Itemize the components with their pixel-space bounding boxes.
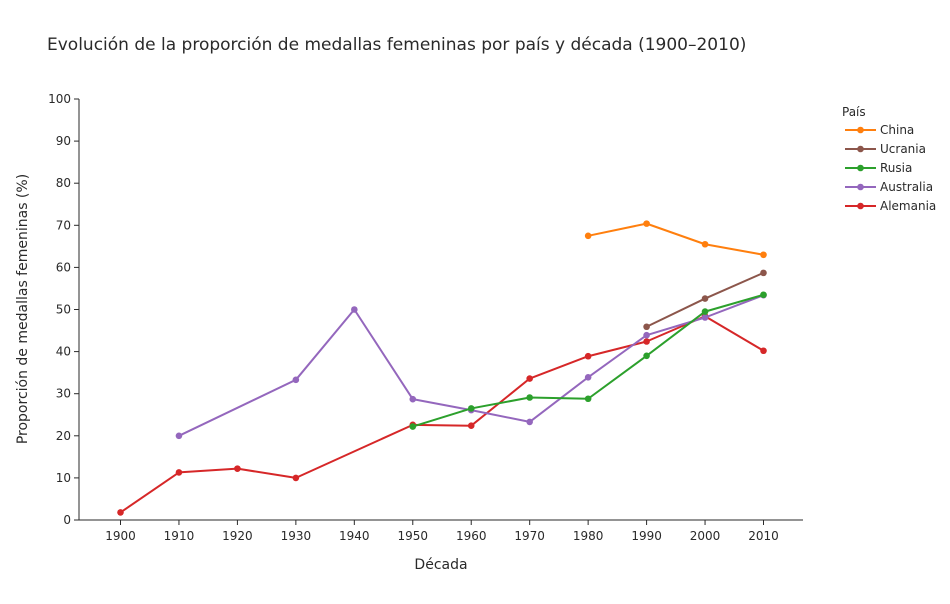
data-point-australia[interactable] [584,373,592,381]
legend-swatch-marker [857,126,864,134]
x-tick-label: 2010 [748,529,779,543]
legend-item-alemania[interactable]: Alemania [845,199,936,213]
legend-item-australia[interactable]: Australia [845,180,933,194]
data-point-alemania[interactable] [526,375,533,382]
data-point-rusia[interactable] [526,394,533,401]
x-axis-title: Década [414,557,467,573]
series-line-australia [177,294,765,437]
legend-label: Rusia [880,161,912,175]
data-point-rusia[interactable] [409,423,417,430]
x-tick-label: 1980 [573,529,604,543]
data-point-alemania[interactable] [175,469,183,476]
data-point-ucrania[interactable] [643,323,650,331]
x-tick-label: 1910 [164,529,195,543]
data-point-alemania[interactable] [760,347,767,355]
data-point-australia[interactable] [526,418,533,426]
legend: País China Ucrania Rusia Australia Alemania [842,105,936,213]
data-point-australia[interactable] [409,395,417,403]
legend-title: País [842,105,866,119]
data-point-alemania[interactable] [292,474,300,482]
data-point-rusia[interactable] [467,405,475,412]
x-tick-label: 1940 [339,529,370,543]
legend-swatch-marker [857,164,864,172]
x-tick-label: 1970 [514,529,545,543]
series-line-china [587,222,765,256]
data-point-australia[interactable] [175,432,183,440]
x-tick-label: 1960 [456,529,487,543]
data-point-rusia[interactable] [584,395,592,403]
y-tick-label: 60 [56,260,71,274]
data-point-rusia[interactable] [760,291,767,299]
legend-label: China [880,123,914,137]
data-point-alemania[interactable] [467,422,475,430]
legend-label: Alemania [880,199,936,213]
data-point-australia[interactable] [351,306,358,313]
series-rusia [409,291,767,430]
data-point-china[interactable] [760,251,767,259]
x-tick-label: 1920 [222,529,253,543]
series-australia [175,291,767,440]
x-tick-label: 1950 [397,529,428,543]
x-tick-label: 1900 [105,529,136,543]
legend-swatch-marker [857,183,864,191]
legend-item-ucrania[interactable]: Ucrania [845,142,926,156]
y-tick-label: 70 [56,218,71,232]
data-point-china[interactable] [584,232,592,240]
x-tick-label: 1930 [281,529,312,543]
data-point-china[interactable] [701,240,709,248]
y-tick-label: 80 [56,176,71,190]
y-tick-label: 20 [56,429,71,443]
series-china [584,220,767,259]
y-tick-label: 90 [56,134,71,148]
series-alemania [117,312,767,516]
y-ticks: 0 10 20 30 40 50 60 70 80 90 100 [48,92,79,527]
legend-items: China Ucrania Rusia Australia Alemania [845,123,936,213]
y-tick-label: 100 [48,92,71,106]
data-point-alemania[interactable] [643,338,650,345]
series-line-alemania [119,315,765,514]
y-tick-label: 0 [63,513,71,527]
data-point-rusia[interactable] [701,308,709,315]
y-tick-label: 40 [56,345,71,359]
legend-label: Australia [880,180,933,194]
legend-item-rusia[interactable]: Rusia [845,161,912,175]
legend-swatch-marker [857,202,864,210]
y-tick-label: 50 [56,303,71,317]
data-point-alemania[interactable] [584,352,592,360]
data-point-ucrania[interactable] [701,295,709,302]
series-layer [117,220,767,516]
y-tick-label: 10 [56,471,71,485]
y-axis-title: Proporción de medallas femeninas (%) [15,174,31,444]
series-ucrania [643,269,767,331]
x-ticks: 1900 1910 1920 1930 1940 1950 1960 1970 1980 1990… [105,520,779,543]
legend-label: Ucrania [880,142,926,156]
chart-title: Evolución de la proporción de medallas f… [47,35,746,55]
legend-swatch-marker [857,145,864,153]
data-point-australia[interactable] [292,376,300,384]
data-point-alemania[interactable] [117,509,124,516]
data-point-china[interactable] [643,220,650,227]
x-tick-label: 1990 [631,529,662,543]
data-point-australia[interactable] [643,331,650,339]
legend-item-china[interactable]: China [845,123,914,137]
data-point-australia[interactable] [701,314,709,321]
data-point-ucrania[interactable] [760,269,767,277]
data-point-alemania[interactable] [234,465,241,472]
y-tick-label: 30 [56,387,71,401]
data-point-rusia[interactable] [643,352,650,360]
x-tick-label: 2000 [690,529,721,543]
